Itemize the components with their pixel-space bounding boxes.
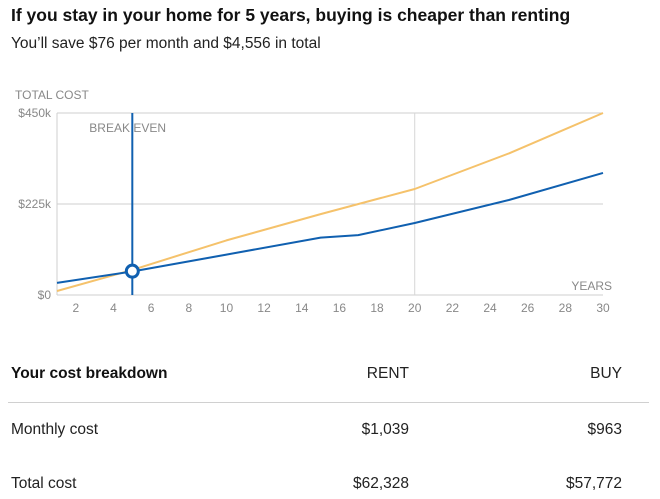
table-row: Total cost $62,328 $57,772: [0, 475, 660, 499]
x-tick-label: 30: [596, 301, 610, 315]
row-label: Total cost: [11, 475, 77, 492]
row-label: Monthly cost: [11, 421, 99, 438]
buy-value: $963: [587, 421, 622, 438]
x-tick-label: 24: [483, 301, 497, 315]
subhead: You’ll save $76 per month and $4,556 in …: [11, 35, 321, 52]
y-axis-label: TOTAL COST: [15, 88, 89, 102]
x-tick-label: 12: [257, 301, 271, 315]
grid-layer: [56, 112, 603, 296]
buy-value: $57,772: [565, 475, 622, 492]
x-tick-label: 20: [408, 301, 422, 315]
x-tick-label: 16: [333, 301, 347, 315]
breakdown-title: Your cost breakdown: [11, 365, 168, 382]
x-tick-label: 4: [110, 301, 117, 315]
x-tick-label: 22: [446, 301, 460, 315]
x-axis-label: YEARS: [571, 279, 612, 293]
series-line-1: [56, 171, 604, 284]
x-tick-label: 6: [148, 301, 155, 315]
headline: If you stay in your home for 5 years, bu…: [11, 5, 571, 25]
break-even-handle[interactable]: [124, 263, 140, 279]
breakdown-divider: [8, 402, 649, 403]
rent-value: $1,039: [361, 421, 409, 438]
x-tick-label: 28: [559, 301, 573, 315]
x-tick-label: 10: [220, 301, 234, 315]
buy-column-header: BUY: [590, 365, 622, 382]
y-tick-label: $450k: [18, 106, 52, 120]
x-tick-label: 18: [370, 301, 384, 315]
x-tick-label: 8: [185, 301, 192, 315]
rent-value: $62,328: [352, 475, 409, 492]
y-tick-label: $0: [38, 288, 52, 302]
x-tick-label: 26: [521, 301, 535, 315]
series-layer: [56, 112, 604, 292]
marker-layer[interactable]: [124, 113, 140, 295]
breakdown-header-row: Your cost breakdown RENT BUY: [0, 365, 660, 395]
break-even-label: BREAK EVEN: [89, 121, 166, 135]
y-tick-label: $225k: [18, 197, 52, 211]
x-tick-label: 2: [72, 301, 79, 315]
x-tick-label: 14: [295, 301, 309, 315]
series-line-0: [56, 112, 604, 292]
rent-column-header: RENT: [366, 365, 409, 382]
table-row: Monthly cost $1,039 $963: [0, 421, 660, 451]
